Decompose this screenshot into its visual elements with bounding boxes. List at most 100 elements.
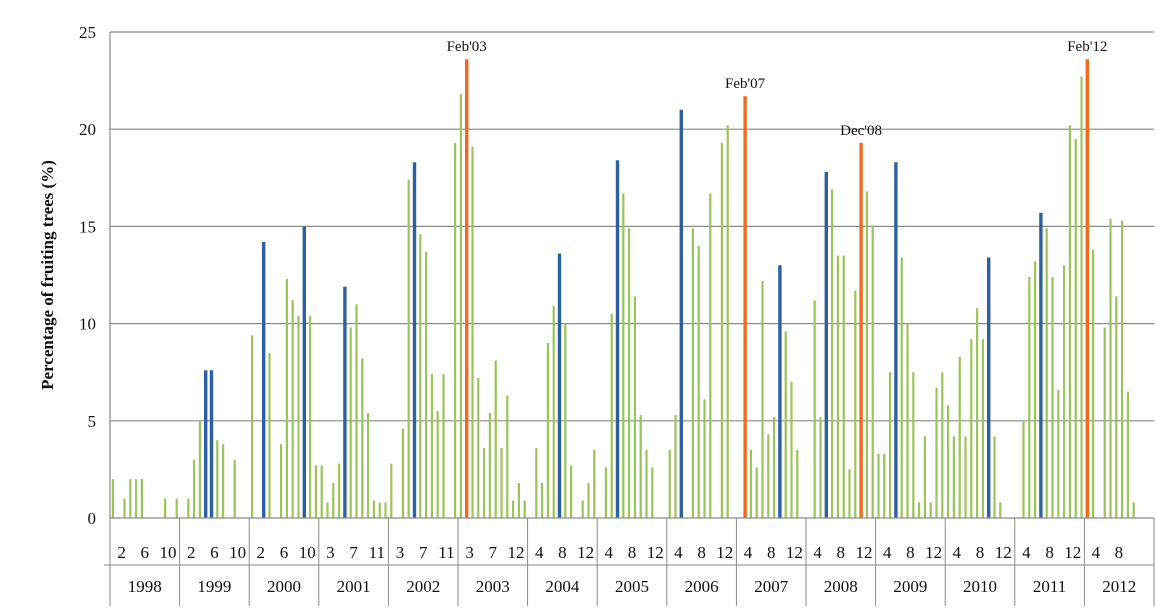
- bar-2007-4: [755, 467, 758, 518]
- bar-2003-9: [506, 395, 509, 518]
- bar-2010-6: [976, 308, 979, 518]
- year-label: 2009: [893, 577, 927, 596]
- bar-2001-8: [361, 358, 364, 518]
- month-tick-label: 12: [1064, 543, 1081, 562]
- bar-2001-4: [338, 463, 341, 518]
- bar-2003-7: [494, 360, 497, 518]
- bar-2007-11: [796, 449, 799, 518]
- bar-2003-10: [512, 500, 515, 518]
- bar-2002-5: [412, 162, 417, 519]
- bar-2009-4: [894, 162, 898, 519]
- bar-2004-6: [557, 253, 562, 518]
- month-tick-label: 12: [786, 543, 803, 562]
- bar-2004-12: [593, 449, 596, 518]
- month-tick-label: 10: [160, 543, 177, 562]
- bar-2009-2: [883, 453, 886, 518]
- annotation-label: Feb'12: [1067, 39, 1107, 55]
- month-tick-label: 4: [1022, 543, 1031, 562]
- year-label: 2002: [406, 577, 440, 596]
- bar-2002-1: [390, 463, 393, 518]
- year-label: 2001: [337, 577, 371, 596]
- month-tick-label: 4: [605, 543, 614, 562]
- bar-2003-8: [500, 448, 503, 518]
- month-tick-label: 4: [744, 543, 753, 562]
- month-tick-label: 6: [280, 543, 289, 562]
- year-label: 2003: [476, 577, 510, 596]
- month-tick-label: 11: [369, 543, 385, 562]
- bar-2006-2: [674, 414, 677, 518]
- bar-2001-12: [384, 502, 387, 518]
- gridlines: [110, 31, 1154, 422]
- bar-2007-9: [784, 331, 787, 518]
- month-tick-label: 3: [465, 543, 474, 562]
- bar-2005-6: [628, 228, 631, 518]
- month-tick-label: 6: [210, 543, 219, 562]
- month-tick-label: 4: [813, 543, 822, 562]
- bar-2007-10: [790, 381, 793, 518]
- bar-2011-5: [1039, 212, 1043, 519]
- bar-2007-2: [743, 96, 747, 518]
- bar-2011-4: [1034, 261, 1037, 518]
- annotation-label: Feb'03: [447, 39, 487, 55]
- month-tick-label: 2: [117, 543, 126, 562]
- month-tick-label: 8: [628, 543, 637, 562]
- bar-2008-12: [871, 226, 874, 518]
- year-label: 2005: [615, 577, 649, 596]
- bar-2005-10: [651, 467, 654, 518]
- month-tick-label: 7: [489, 543, 498, 562]
- y-tick-label: 15: [79, 217, 96, 236]
- bar-2005-5: [622, 193, 625, 519]
- bar-2006-5: [691, 228, 694, 518]
- bar-1999-7: [216, 440, 219, 518]
- bar-1999-3: [193, 459, 196, 518]
- bar-2006-10: [720, 142, 723, 519]
- year-label: 2010: [963, 577, 997, 596]
- bar-2010-9: [993, 436, 996, 518]
- bar-2011-6: [1045, 228, 1048, 518]
- month-tick-label: 8: [837, 543, 846, 562]
- month-tick-label: 12: [856, 543, 873, 562]
- bar-2010-4: [964, 436, 967, 518]
- bar-2009-12: [941, 372, 944, 518]
- bar-2010-8: [987, 257, 991, 518]
- bar-2012-9: [1132, 502, 1135, 518]
- y-tick-label: 25: [79, 23, 96, 42]
- bar-1999-8: [222, 444, 225, 518]
- bar-2009-6: [906, 323, 909, 518]
- bar-2011-8: [1057, 389, 1060, 518]
- bar-2006-1: [668, 449, 671, 518]
- bar-2007-5: [761, 280, 764, 518]
- bar-2012-8: [1126, 391, 1129, 518]
- bar-2000-6: [280, 444, 283, 518]
- month-tick-label: 4: [1092, 543, 1101, 562]
- bar-2002-6: [419, 234, 422, 518]
- year-label: 1998: [128, 577, 162, 596]
- bar-2004-10: [581, 500, 584, 518]
- month-tick-label: 7: [419, 543, 428, 562]
- bar-2012-6: [1115, 296, 1118, 518]
- bar-2010-10: [999, 502, 1002, 518]
- bar-2000-8: [291, 300, 294, 518]
- year-label: 2008: [824, 577, 858, 596]
- bar-2002-9: [436, 411, 439, 518]
- month-tick-label: 4: [535, 543, 544, 562]
- bar-2008-8: [848, 469, 851, 518]
- bar-2009-7: [912, 372, 915, 518]
- bar-2011-2: [1022, 420, 1025, 518]
- annotation-label: Feb'07: [725, 76, 766, 92]
- month-tick-label: 4: [883, 543, 892, 562]
- bar-2007-7: [773, 416, 776, 518]
- bar-2003-12: [523, 500, 526, 518]
- month-tick-label: 8: [1115, 543, 1124, 562]
- bar-2008-10: [859, 142, 863, 519]
- y-tick-label: 20: [79, 120, 96, 139]
- month-tick-label: 4: [674, 543, 683, 562]
- bar-2012-1: [1085, 59, 1089, 518]
- bar-2005-3: [610, 313, 613, 518]
- bar-2000-3: [262, 241, 266, 518]
- month-tick-label: 12: [647, 543, 664, 562]
- month-tick-label: 6: [141, 543, 150, 562]
- year-label: 2007: [754, 577, 789, 596]
